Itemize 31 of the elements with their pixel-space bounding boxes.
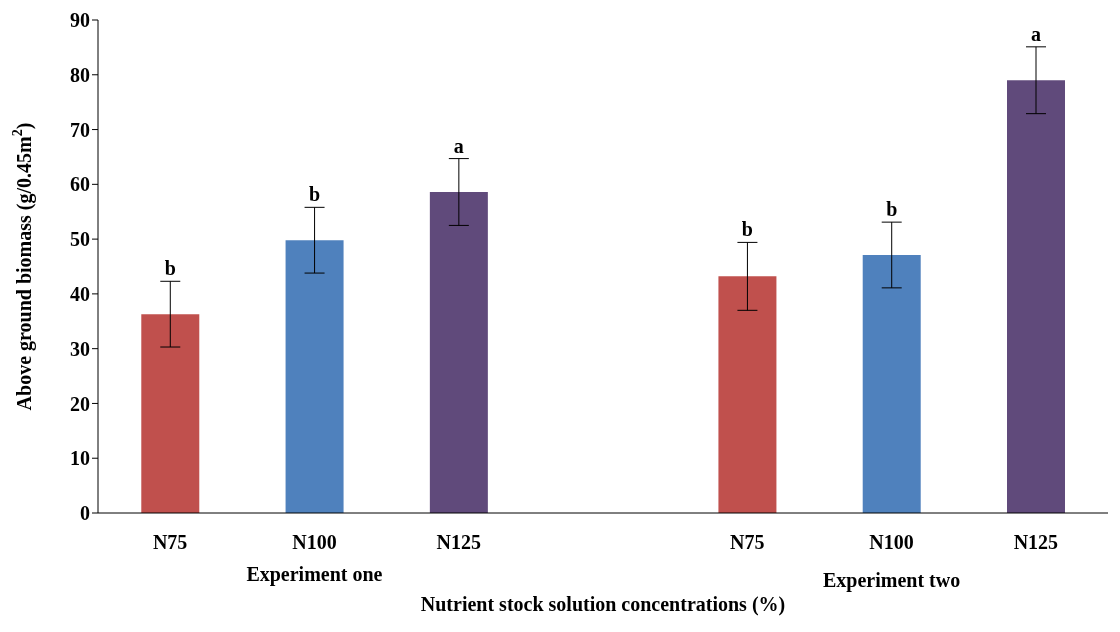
y-tick-label: 70: [70, 118, 90, 141]
y-tick-label: 90: [70, 9, 90, 32]
bar: [141, 314, 200, 513]
bar: [1007, 80, 1065, 513]
data-label: b: [309, 183, 321, 206]
data-label: a: [1031, 22, 1041, 45]
y-tick-label: 20: [70, 392, 90, 415]
y-tick-label: 40: [70, 282, 90, 305]
text: Experiment one: [245, 563, 384, 586]
y-tick-label: 60: [70, 173, 90, 196]
data-label: a: [453, 134, 464, 157]
x-tick-label: N75: [152, 531, 188, 554]
x-axis-title: Nutrient stock solution concentrations (%): [419, 593, 787, 616]
bar: [429, 192, 488, 513]
x-tick-label: N125: [1013, 531, 1059, 554]
bar: [718, 276, 777, 513]
x-tick-label: N75: [730, 531, 765, 554]
y-tick-label: 10: [70, 447, 90, 470]
x-tick-label: N100: [869, 531, 914, 554]
bar: [285, 240, 344, 513]
text: Experiment two: [821, 569, 962, 592]
y-tick-label: 30: [70, 337, 90, 360]
data-label: b: [886, 198, 898, 221]
x-tick-label: N125: [436, 531, 481, 554]
x-tick-label: N100: [292, 531, 337, 554]
y-tick-label: 50: [70, 228, 90, 251]
data-label: b: [164, 257, 176, 280]
bar: [862, 255, 921, 513]
y-tick-label: 0: [80, 502, 90, 525]
y-tick-label: 80: [70, 63, 90, 86]
data-label: b: [741, 218, 753, 241]
